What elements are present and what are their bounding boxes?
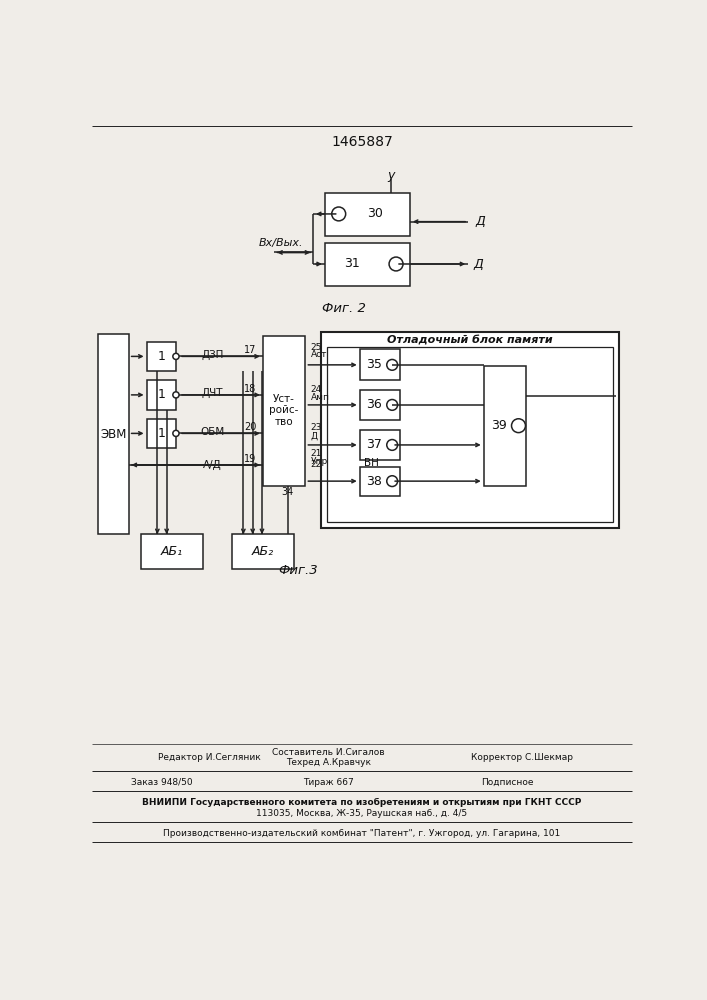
Text: Тираж 667: Тираж 667 (303, 778, 354, 787)
Text: ОБМ: ОБМ (200, 427, 225, 437)
Bar (484, 366, 526, 486)
Text: Фиг.3: Фиг.3 (278, 564, 317, 577)
Text: А/Д: А/Д (203, 460, 222, 470)
Bar (325, 193, 410, 235)
Text: 17: 17 (244, 345, 257, 355)
Text: АБ₂: АБ₂ (252, 545, 274, 558)
Text: 1465887: 1465887 (331, 135, 393, 149)
Text: 1: 1 (157, 427, 165, 440)
Circle shape (173, 392, 179, 398)
Text: Вх/Вых.: Вх/Вых. (259, 238, 303, 248)
Bar (146, 380, 176, 410)
Text: Упр: Упр (311, 457, 328, 466)
Text: ЭВМ: ЭВМ (100, 428, 127, 441)
Text: Производственно-издательский комбинат "Патент", г. Ужгород, ул. Гагарина, 101: Производственно-издательский комбинат "П… (163, 829, 561, 838)
Text: 24: 24 (311, 385, 322, 394)
Text: Заказ 948/50: Заказ 948/50 (131, 778, 192, 787)
Bar (360, 430, 400, 460)
Text: 1: 1 (157, 388, 165, 401)
Circle shape (389, 257, 403, 271)
Text: 31: 31 (344, 257, 360, 270)
Bar (98, 334, 129, 534)
Text: 21: 21 (311, 449, 322, 458)
Circle shape (387, 359, 397, 370)
Circle shape (332, 207, 346, 221)
Text: 36: 36 (366, 398, 382, 411)
Text: 38: 38 (366, 475, 382, 488)
Text: ВН: ВН (364, 458, 379, 468)
Text: ройс-: ройс- (269, 405, 298, 415)
Text: Отладочный блок памяти: Отладочный блок памяти (387, 336, 552, 346)
Text: ВНИИПИ Государственного комитета по изобретениям и открытиям при ГКНТ СССР: ВНИИПИ Государственного комитета по изоб… (142, 798, 582, 807)
Text: 39: 39 (491, 419, 507, 432)
Bar (232, 534, 293, 569)
Circle shape (173, 353, 179, 359)
Circle shape (387, 400, 397, 410)
Bar (327, 347, 613, 522)
Text: 18: 18 (245, 384, 257, 394)
Text: ДЗП: ДЗП (201, 350, 223, 360)
Text: Уст-: Уст- (273, 394, 295, 404)
Bar (360, 390, 400, 420)
Bar (263, 336, 305, 486)
Text: Аст: Аст (311, 350, 327, 359)
Bar (146, 419, 176, 448)
Text: 30: 30 (367, 207, 383, 220)
Text: Фиг. 2: Фиг. 2 (322, 302, 366, 315)
Text: тво: тво (274, 417, 293, 427)
Text: 35: 35 (366, 358, 382, 371)
Text: 34: 34 (281, 487, 293, 497)
Bar (325, 243, 410, 286)
Text: Редактор И.Сегляник: Редактор И.Сегляник (158, 753, 261, 762)
Text: 20: 20 (244, 422, 257, 432)
Circle shape (173, 430, 179, 436)
Text: 23: 23 (311, 424, 322, 432)
Text: Техред А.Кравчук: Техред А.Кравчук (286, 758, 371, 767)
Text: 25: 25 (311, 343, 322, 352)
Circle shape (387, 476, 397, 487)
Text: Составитель И.Сигалов: Составитель И.Сигалов (272, 748, 385, 757)
Bar (360, 466, 400, 496)
Bar (141, 534, 203, 569)
Text: у: у (387, 169, 395, 182)
Text: Д: Д (311, 431, 318, 440)
Text: 1: 1 (157, 350, 165, 363)
Text: АБ₁: АБ₁ (161, 545, 183, 558)
Circle shape (387, 440, 397, 450)
Text: 22: 22 (311, 460, 322, 469)
Bar (321, 332, 619, 528)
Bar (146, 342, 176, 371)
Text: Д: Д (476, 215, 486, 228)
Text: 113035, Москва, Ж-35, Раушская наб., д. 4/5: 113035, Москва, Ж-35, Раушская наб., д. … (257, 808, 467, 818)
Text: 37: 37 (366, 438, 382, 451)
Text: 19: 19 (245, 454, 257, 464)
Text: ДЧТ: ДЧТ (201, 388, 223, 398)
Text: Подписное: Подписное (481, 778, 533, 787)
Text: Амп: Амп (311, 393, 329, 402)
Text: Д: Д (474, 257, 484, 270)
Circle shape (512, 419, 525, 433)
Bar (360, 349, 400, 380)
Text: Корректор С.Шекмар: Корректор С.Шекмар (472, 753, 573, 762)
